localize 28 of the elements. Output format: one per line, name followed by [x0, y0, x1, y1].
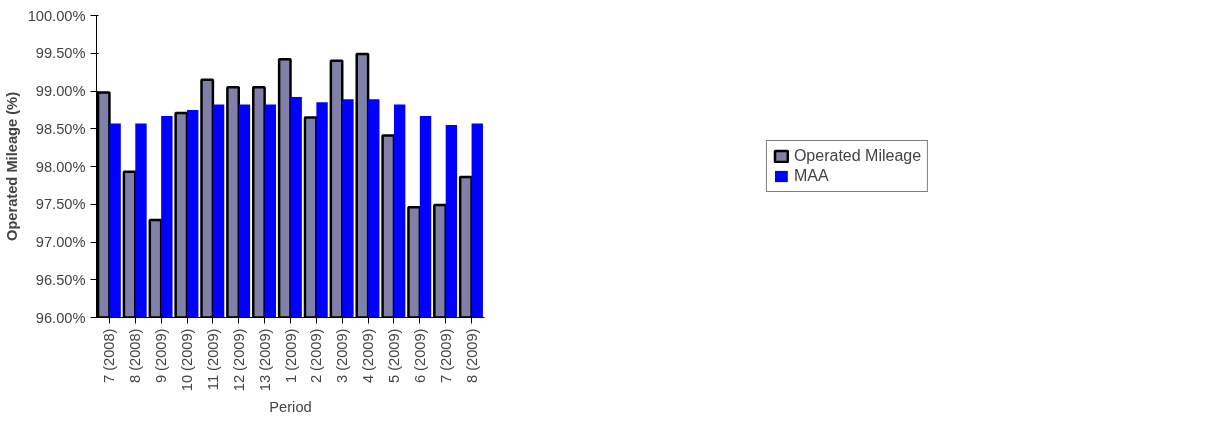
y-tick-label: 98.00% — [35, 158, 86, 175]
x-tick-label: 8 (2009) — [463, 328, 480, 384]
y-tick-label: 99.00% — [35, 83, 86, 99]
x-axis-title: Period — [269, 399, 312, 416]
x-tick-label: 7 (2009) — [437, 328, 454, 384]
x-tick-label: 3 (2009) — [334, 328, 351, 384]
x-tick-label: 13 (2009) — [256, 328, 273, 392]
y-tick-label: 98.50% — [35, 120, 86, 137]
y-tick-label: 96.00% — [35, 309, 86, 326]
x-tick-label: 12 (2009) — [230, 328, 247, 392]
legend-label: MAA — [793, 167, 829, 185]
x-tick-label: 5 (2009) — [385, 328, 402, 384]
x-tick-label: 2 (2009) — [308, 328, 325, 384]
y-axis-title: Operated Mileage (%) — [3, 91, 20, 242]
x-tick-label: 11 (2009) — [204, 328, 221, 391]
x-tick-label: 10 (2009) — [179, 328, 196, 392]
legend-label: Operated Mileage — [793, 147, 922, 165]
y-tick-label: 97.00% — [35, 234, 86, 250]
y-tick-label: 97.50% — [35, 196, 86, 213]
x-tick-label: 6 (2009) — [411, 328, 428, 384]
x-tick-label: 7 (2008) — [101, 328, 118, 384]
x-tick-label: 1 (2009) — [282, 328, 299, 384]
x-tick-label: 9 (2009) — [153, 328, 170, 384]
y-tick-label: 100.00% — [27, 7, 86, 24]
y-tick-label: 96.50% — [35, 271, 86, 288]
y-tick-label: 99.50% — [35, 45, 86, 62]
x-tick-label: 4 (2009) — [360, 328, 377, 384]
x-tick-label: 8 (2008) — [127, 328, 144, 384]
